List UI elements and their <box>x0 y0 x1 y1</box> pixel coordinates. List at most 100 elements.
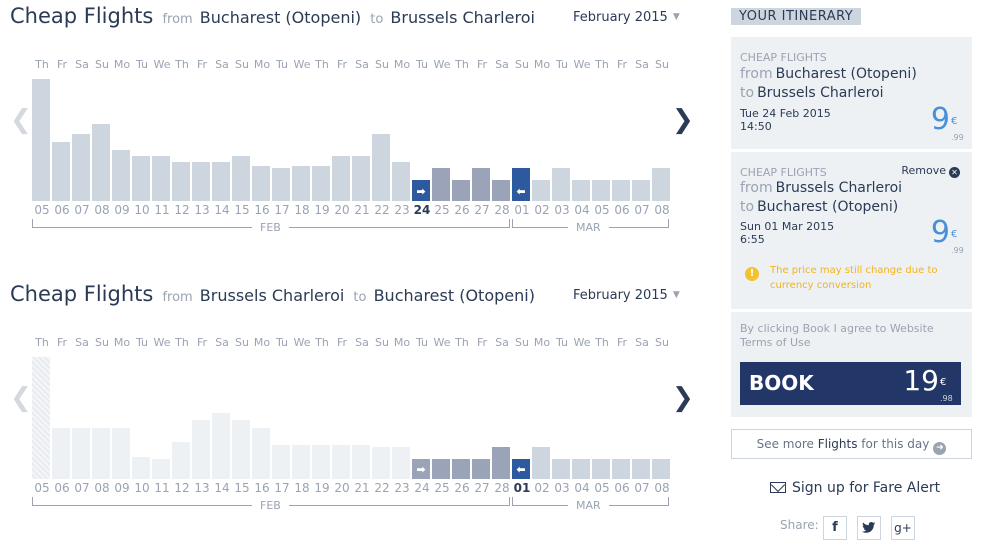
date-label[interactable]: 07 <box>634 481 650 495</box>
outbound-month-selector[interactable]: February 2015 ▼ <box>573 10 680 25</box>
date-label[interactable]: 13 <box>194 203 210 217</box>
price-bar[interactable] <box>572 459 590 479</box>
book-button[interactable]: BOOK 19 € .98 <box>740 362 961 405</box>
date-label[interactable]: 21 <box>354 203 370 217</box>
date-label[interactable]: 01 <box>513 481 531 495</box>
price-bar[interactable] <box>352 445 370 479</box>
price-bar[interactable] <box>492 447 510 479</box>
price-bar[interactable] <box>592 459 610 479</box>
facebook-icon[interactable]: f <box>823 516 847 540</box>
date-label[interactable]: 05 <box>34 203 50 217</box>
date-label[interactable]: 26 <box>454 481 470 495</box>
date-label[interactable]: 10 <box>134 203 150 217</box>
price-bar[interactable] <box>72 134 90 201</box>
price-bar[interactable] <box>432 459 450 479</box>
date-label[interactable]: 08 <box>654 203 670 217</box>
price-bar[interactable] <box>392 447 410 479</box>
date-label[interactable]: 02 <box>534 481 550 495</box>
date-label[interactable]: 27 <box>474 481 490 495</box>
date-label[interactable]: 07 <box>634 203 650 217</box>
price-bar[interactable] <box>632 459 650 479</box>
price-bar[interactable] <box>152 156 170 201</box>
date-label[interactable]: 17 <box>274 203 290 217</box>
date-label[interactable]: 24 <box>413 203 431 217</box>
date-label[interactable]: 05 <box>594 481 610 495</box>
date-label[interactable]: 06 <box>54 203 70 217</box>
price-bar[interactable] <box>212 162 230 201</box>
price-bar[interactable] <box>212 413 230 479</box>
see-more-flights-button[interactable]: See more Flights for this day ➜ <box>731 429 972 459</box>
date-label[interactable]: 07 <box>74 481 90 495</box>
date-label[interactable]: 02 <box>534 203 550 217</box>
price-bar[interactable] <box>132 156 150 201</box>
price-bar[interactable] <box>192 420 210 479</box>
price-bar[interactable] <box>532 180 550 201</box>
price-bar[interactable] <box>552 168 570 201</box>
price-bar[interactable] <box>372 447 390 479</box>
price-bar[interactable]: ⬅ <box>512 168 530 201</box>
price-bar[interactable] <box>92 124 110 201</box>
price-bar[interactable] <box>52 428 70 479</box>
price-bar[interactable] <box>532 447 550 479</box>
price-bar[interactable] <box>112 428 130 479</box>
date-label[interactable]: 08 <box>94 203 110 217</box>
price-bar[interactable] <box>272 445 290 479</box>
date-label[interactable]: 18 <box>294 481 310 495</box>
price-bar[interactable] <box>292 445 310 479</box>
price-bar[interactable] <box>332 156 350 201</box>
price-bar[interactable] <box>432 168 450 201</box>
date-label[interactable]: 01 <box>514 203 530 217</box>
price-bar[interactable] <box>72 428 90 479</box>
price-bar[interactable] <box>32 79 50 201</box>
price-bar[interactable] <box>392 162 410 201</box>
price-bar[interactable] <box>52 142 70 201</box>
date-label[interactable]: 25 <box>434 481 450 495</box>
price-bar[interactable] <box>132 457 150 479</box>
price-bar[interactable]: ⬅ <box>512 459 530 479</box>
date-label[interactable]: 18 <box>294 203 310 217</box>
date-label[interactable]: 07 <box>74 203 90 217</box>
fare-alert-link[interactable]: Sign up for Fare Alert <box>770 480 940 496</box>
date-label[interactable]: 27 <box>474 203 490 217</box>
date-label[interactable]: 09 <box>114 481 130 495</box>
price-bar[interactable] <box>232 156 250 201</box>
price-bar[interactable] <box>452 180 470 201</box>
date-label[interactable]: 06 <box>54 481 70 495</box>
price-bar[interactable] <box>312 445 330 479</box>
date-label[interactable]: 26 <box>454 203 470 217</box>
date-label[interactable]: 28 <box>494 203 510 217</box>
price-bar[interactable] <box>232 420 250 479</box>
date-label[interactable]: 20 <box>334 203 350 217</box>
date-label[interactable]: 03 <box>554 203 570 217</box>
date-label[interactable]: 22 <box>374 203 390 217</box>
price-bar[interactable] <box>172 162 190 201</box>
date-label[interactable]: 10 <box>134 481 150 495</box>
chevron-right-icon[interactable]: ❯ <box>672 105 694 135</box>
date-label[interactable]: 21 <box>354 481 370 495</box>
price-bar[interactable]: ➡ <box>412 180 430 201</box>
price-bar[interactable] <box>252 428 270 479</box>
price-bar[interactable] <box>92 428 110 479</box>
date-label[interactable]: 12 <box>174 481 190 495</box>
remove-flight-button[interactable]: Remove ✕ <box>901 164 960 178</box>
price-bar[interactable] <box>312 166 330 201</box>
date-label[interactable]: 03 <box>554 481 570 495</box>
date-label[interactable]: 14 <box>214 481 230 495</box>
price-bar[interactable] <box>332 445 350 479</box>
date-label[interactable]: 28 <box>494 481 510 495</box>
price-bar[interactable] <box>572 180 590 201</box>
price-bar[interactable] <box>172 442 190 479</box>
date-label[interactable]: 19 <box>314 481 330 495</box>
date-label[interactable]: 16 <box>254 203 270 217</box>
price-bar[interactable]: ➡ <box>412 459 430 479</box>
date-label[interactable]: 23 <box>394 203 410 217</box>
date-label[interactable]: 11 <box>154 481 170 495</box>
date-label[interactable]: 24 <box>414 481 430 495</box>
price-bar[interactable] <box>112 150 130 201</box>
price-bar[interactable] <box>652 459 670 479</box>
price-bar[interactable] <box>252 166 270 201</box>
price-bar[interactable] <box>152 459 170 479</box>
date-label[interactable]: 04 <box>574 203 590 217</box>
price-bar[interactable] <box>612 459 630 479</box>
price-bar[interactable] <box>552 459 570 479</box>
